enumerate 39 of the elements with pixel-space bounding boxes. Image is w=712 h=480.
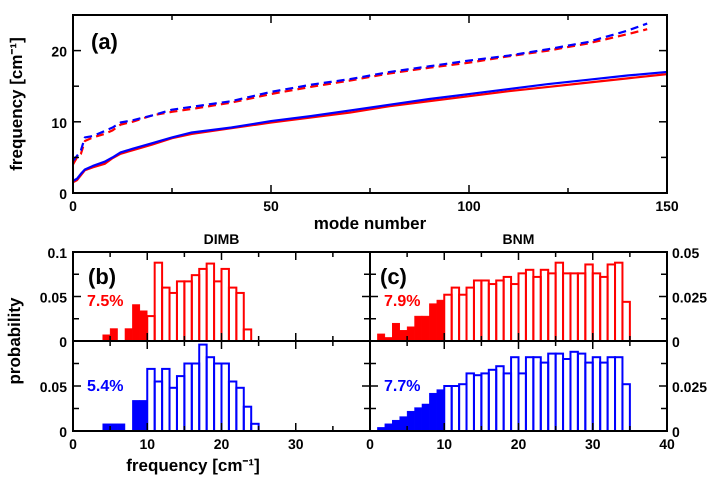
y-axis-title: probability	[5, 297, 24, 384]
annotation: 5.4%	[87, 378, 124, 395]
y-tick-label: 0.05	[672, 245, 700, 261]
chart-title: DIMB	[204, 231, 240, 247]
y-tick-label: 0	[672, 424, 680, 440]
annotation: (b)	[88, 264, 116, 289]
annotation: 7.7%	[384, 378, 420, 395]
y-tick-label: 0	[59, 424, 68, 440]
y-tick-label: 0.025	[672, 290, 708, 306]
x-tick-label: 20	[510, 436, 526, 452]
x-tick-label: 10	[139, 436, 156, 452]
x-tick-label: 30	[288, 436, 304, 452]
y-tick-label: 0.025	[672, 379, 708, 395]
y-tick-label: 0.1	[48, 245, 68, 261]
x-tick-label: 100	[457, 198, 481, 214]
x-tick-label: 0	[69, 436, 78, 452]
x-tick-label: 50	[263, 198, 279, 214]
x-tick-label: 0	[366, 436, 374, 452]
x-tick-label: 10	[436, 436, 452, 452]
x-tick-label: 40	[659, 436, 675, 452]
annotation: 7.9%	[384, 293, 420, 310]
annotation: (c)	[380, 264, 407, 289]
y-tick-label: 0.05	[40, 290, 68, 306]
x-tick-label: 30	[584, 436, 601, 452]
x-axis-title: mode number	[314, 214, 427, 233]
annotation: 7.5%	[87, 293, 124, 310]
chart-title: BNM	[502, 231, 534, 247]
annotation: (a)	[91, 29, 118, 54]
x-tick-label: 20	[214, 436, 230, 452]
y-tick-label: 0	[672, 334, 680, 350]
x-tick-label: 0	[69, 198, 78, 214]
y-axis-title: frequency [cm⁻¹]	[7, 37, 26, 171]
y-tick-label: 0	[59, 186, 68, 202]
y-tick-label: 0.05	[40, 379, 68, 395]
y-tick-label: 20	[51, 44, 68, 60]
x-tick-label: 150	[655, 198, 679, 214]
x-axis-title: frequency [cm⁻¹]	[126, 456, 260, 475]
y-tick-label: 0	[59, 334, 68, 350]
y-tick-label: 10	[51, 114, 68, 131]
